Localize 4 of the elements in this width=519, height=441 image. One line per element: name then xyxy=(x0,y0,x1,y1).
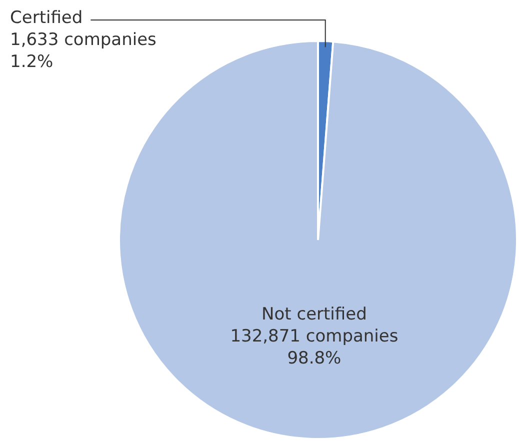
data-label: 1,633 companies 1.2% xyxy=(10,30,157,72)
slice-label: Not certified xyxy=(262,304,367,324)
data-label: 132,871 companies 98.8% xyxy=(230,326,398,368)
slice-label: Certified xyxy=(10,8,83,28)
